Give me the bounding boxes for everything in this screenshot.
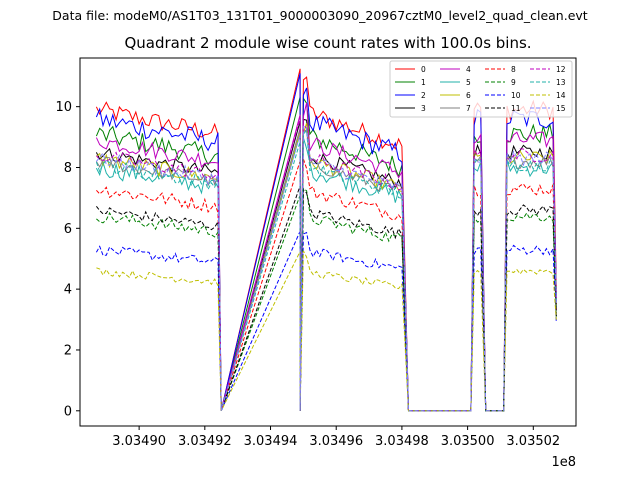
legend-label-11: 11 (511, 104, 521, 113)
series-line-14 (96, 250, 557, 412)
series-line-15 (96, 125, 557, 412)
series-line-3 (95, 118, 557, 412)
series-line-7 (95, 128, 557, 412)
legend-label-3: 3 (421, 104, 426, 113)
legend-label-15: 15 (556, 104, 566, 113)
x-tick-label: 3.03498 (375, 434, 429, 449)
series-line-11 (96, 185, 557, 412)
legend-box (389, 60, 573, 118)
figure-suptitle: Data file: modeM0/AS1T03_131T01_90000030… (52, 8, 588, 23)
y-tick-label: 8 (64, 161, 72, 176)
legend-label-14: 14 (556, 91, 566, 100)
x-offset-label: 1e8 (551, 455, 576, 470)
axes-frame (79, 57, 577, 427)
series-line-0 (95, 68, 557, 412)
legend-label-2: 2 (421, 91, 426, 100)
x-tick-label: 3.03496 (309, 434, 363, 449)
x-tick-label: 3.03502 (506, 434, 560, 449)
y-tick-label: 10 (55, 100, 72, 115)
series-line-13 (95, 129, 557, 412)
legend-label-12: 12 (556, 65, 566, 74)
axis-ticks: 3.03490 3.03492 3.03494 3.03496 3.03498 3.035… (55, 100, 560, 449)
chart-title: Quadrant 2 module wise count rates with … (124, 34, 532, 52)
legend-label-4: 4 (466, 65, 471, 74)
y-tick-label: 0 (64, 404, 72, 419)
series-line-6 (96, 122, 557, 412)
x-tick-label: 3.03500 (441, 434, 495, 449)
plot-lines (95, 68, 557, 412)
x-tick-label: 3.03492 (178, 434, 232, 449)
y-tick-label: 6 (64, 222, 72, 237)
legend-label-9: 9 (511, 78, 516, 87)
series-line-10 (95, 230, 557, 412)
legend-label-1: 1 (421, 78, 426, 87)
legend-label-5: 5 (466, 78, 471, 87)
legend-label-8: 8 (511, 65, 516, 74)
series-line-8 (96, 158, 557, 412)
series-line-1 (95, 96, 557, 412)
legend-label-10: 10 (511, 91, 521, 100)
x-tick-label: 3.03494 (244, 434, 298, 449)
y-tick-label: 2 (64, 343, 72, 358)
series-line-9 (96, 187, 557, 412)
legend-label-13: 13 (556, 78, 566, 87)
y-tick-label: 4 (64, 283, 72, 298)
x-tick-label: 3.03490 (112, 434, 166, 449)
legend-label-0: 0 (421, 65, 426, 74)
legend-label-6: 6 (466, 91, 471, 100)
legend-label-7: 7 (466, 104, 471, 113)
